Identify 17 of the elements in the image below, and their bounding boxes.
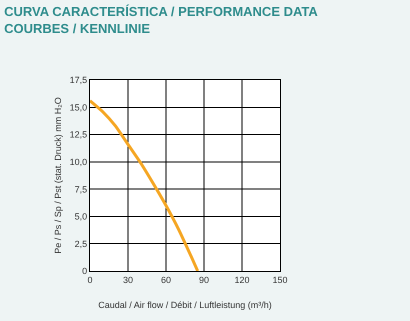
- y-tick-label: 0: [82, 266, 88, 276]
- y-axis-title: Pe / Ps / Sp / Pst (stat. Druck) mm H₂O: [53, 97, 64, 254]
- x-tick-label: 30: [122, 274, 134, 285]
- x-tick-label: 60: [160, 274, 172, 285]
- y-tick-label: 7,5: [74, 184, 88, 194]
- y-tick-label: 10,0: [70, 157, 88, 168]
- chart-title: CURVA CARACTERÍSTICA / PERFORMANCE DATA COURBES / KENNLINIE: [4, 4, 318, 36]
- y-tick-label: 15,0: [70, 102, 88, 112]
- x-axis-title: Caudal / Air flow / Débit / Luftleistung (m³/h): [98, 300, 272, 310]
- line-series: [90, 99, 200, 271]
- x-tick-label: 90: [198, 274, 210, 285]
- y-tick-label: 12,5: [70, 130, 88, 140]
- x-tick-label: 150: [272, 274, 288, 285]
- y-tick-label: 5,0: [74, 212, 88, 222]
- y-tick-label: 2,5: [74, 238, 88, 249]
- x-tick-label: 120: [234, 274, 250, 285]
- y-tick-label: 17,5: [70, 75, 88, 86]
